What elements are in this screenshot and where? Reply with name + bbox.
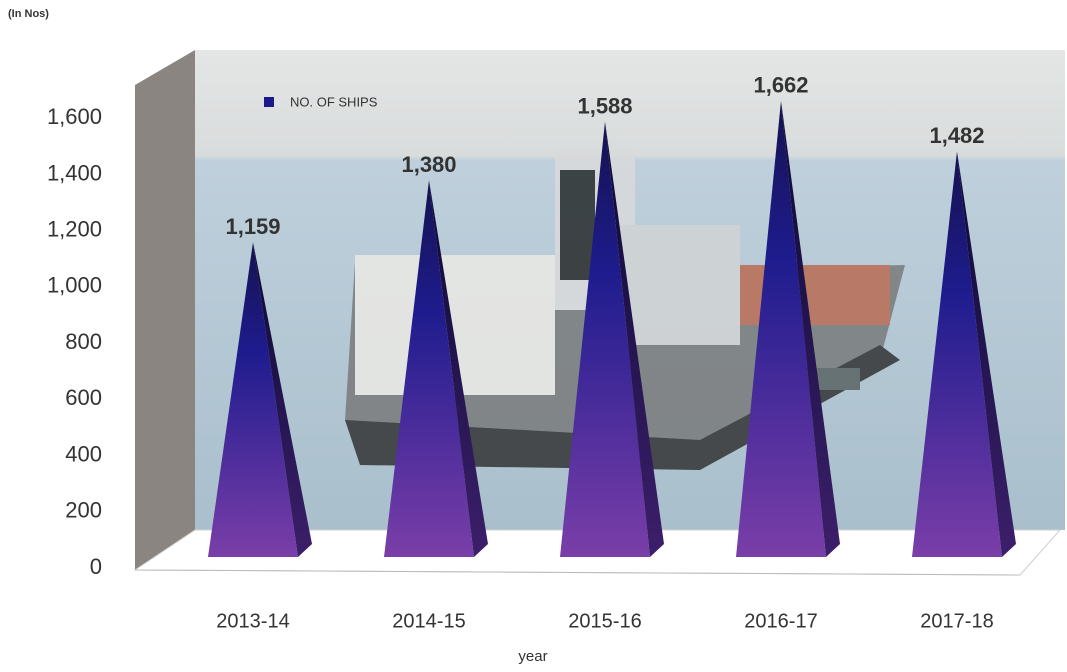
- pyramid-front: [208, 242, 298, 558]
- x-tick-label: 2017-18: [920, 610, 993, 632]
- pyramid: [736, 100, 840, 557]
- pyramid: [208, 242, 312, 558]
- pyramid-front: [912, 151, 1002, 558]
- side-wall: [135, 50, 195, 570]
- x-axis-label: year: [518, 648, 547, 665]
- x-tick-label: 2013-14: [216, 610, 289, 632]
- pyramid: [912, 151, 1016, 558]
- pyramid: [560, 121, 664, 558]
- y-tick-label: 1,200: [47, 216, 102, 241]
- y-tick-label: 200: [65, 498, 102, 523]
- y-tick-label: 1,000: [47, 273, 102, 298]
- pyramid-front: [560, 121, 650, 558]
- unit-label: (In Nos): [8, 8, 49, 20]
- legend: NO. OF SHIPS: [264, 94, 378, 109]
- pyramid-side: [429, 180, 488, 558]
- pyramid-side: [957, 151, 1016, 558]
- pyramid-front: [736, 100, 826, 557]
- y-tick-label: 400: [65, 441, 102, 466]
- pyramid-front: [384, 180, 474, 558]
- x-axis: [134, 569, 1021, 576]
- y-tick-label: 0: [90, 554, 102, 579]
- y-tick-label: 800: [65, 329, 102, 354]
- x-tick-label: 2014-15: [392, 610, 465, 632]
- x-tick-label: 2016-17: [744, 610, 817, 632]
- y-tick-label: 600: [65, 385, 102, 410]
- value-label: 1,380: [401, 152, 456, 177]
- pyramid-side: [781, 100, 840, 557]
- pyramid: [384, 180, 488, 558]
- y-tick-label: 1,400: [47, 160, 102, 185]
- pyramid-side: [253, 242, 312, 558]
- pyramid-side: [605, 121, 664, 558]
- value-label: 1,662: [753, 73, 808, 98]
- x-tick-label: 2015-16: [568, 610, 641, 632]
- value-label: 1,159: [225, 214, 280, 239]
- y-tick-label: 1,600: [47, 104, 102, 129]
- legend-swatch: [264, 97, 274, 107]
- legend-label: NO. OF SHIPS: [290, 94, 378, 109]
- value-label: 1,588: [577, 93, 632, 118]
- value-label: 1,482: [929, 123, 984, 148]
